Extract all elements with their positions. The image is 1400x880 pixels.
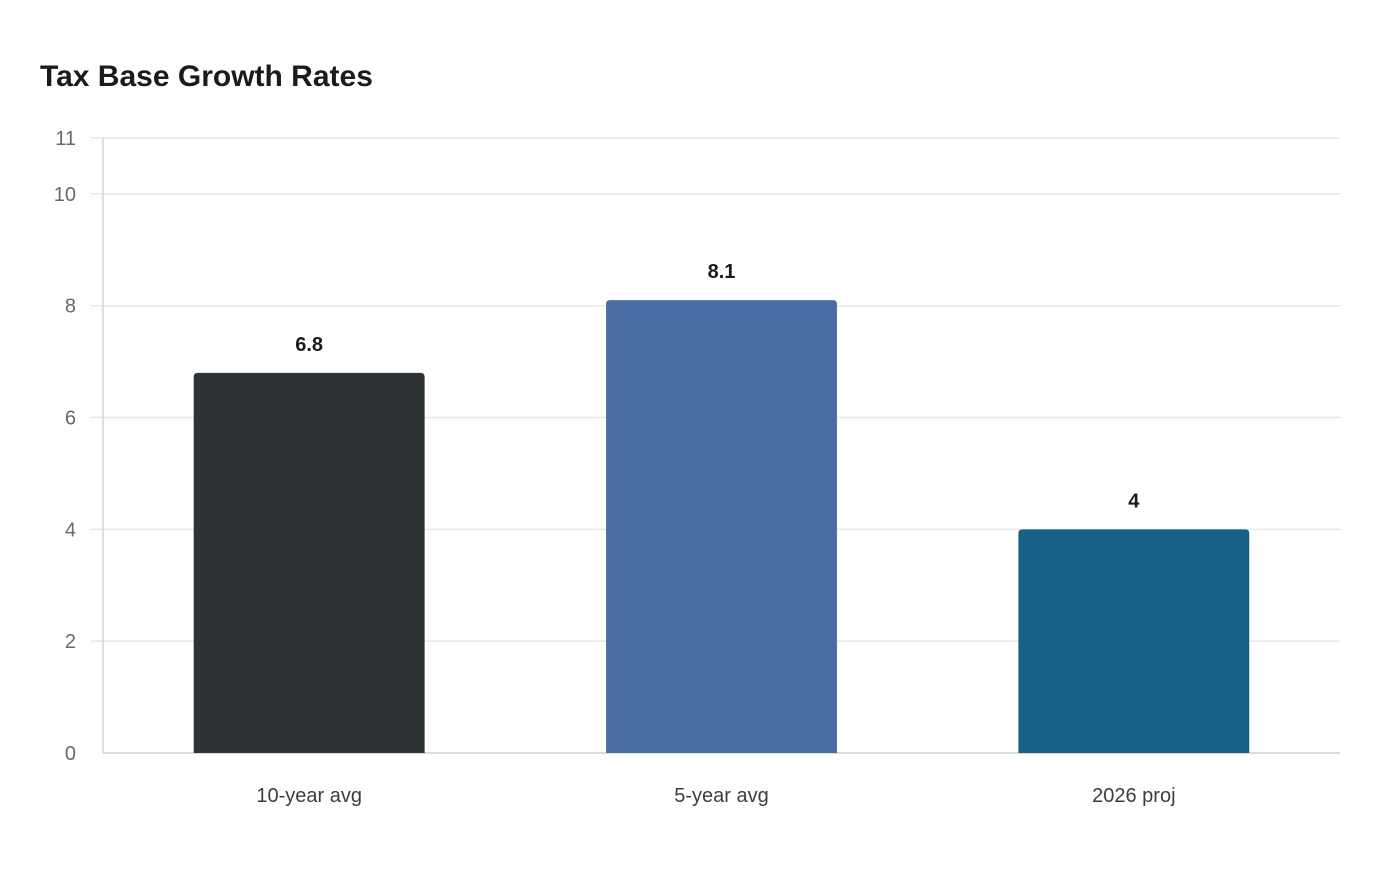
y-tick-label: 6 <box>65 408 76 430</box>
bar-5-year-avg[interactable] <box>606 300 837 753</box>
y-tick-label: 10 <box>54 184 76 206</box>
bar-10-year-avg[interactable] <box>193 372 425 753</box>
bar-value-label: 6.8 <box>295 334 323 356</box>
y-tick-label: 0 <box>65 743 76 765</box>
y-tick-label: 11 <box>55 128 76 150</box>
x-tick-label: 2026 proj <box>1092 785 1175 807</box>
y-tick-label: 2 <box>65 631 76 653</box>
x-tick-label: 10-year avg <box>256 785 362 807</box>
x-tick-label: 5-year avg <box>674 785 769 807</box>
bars <box>193 300 1250 753</box>
y-tick-label: 4 <box>65 519 76 541</box>
bar-2026-proj[interactable] <box>1018 529 1250 753</box>
y-tick-label: 8 <box>65 296 76 318</box>
chart-title: Tax Base Growth Rates <box>40 60 373 93</box>
bar-value-label: 8.1 <box>708 261 736 283</box>
bar-value-label: 4 <box>1128 490 1140 512</box>
labels: 0 2 4 6 8 10 11 6.8 10-year avg 8.1 5-year avg 4 202… <box>54 128 1176 807</box>
